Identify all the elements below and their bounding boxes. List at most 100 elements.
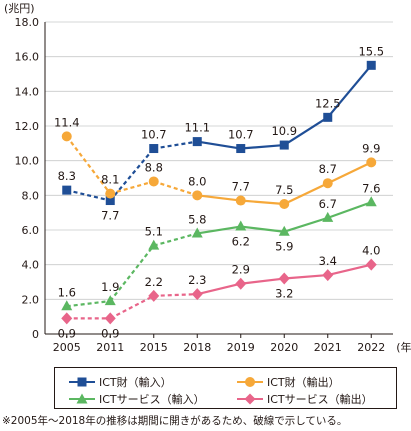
data-label: 5.9 (275, 240, 293, 254)
x-tick-label: 2019 (227, 341, 255, 354)
x-tick-label: 2021 (314, 341, 342, 354)
series-line-segment (326, 64, 373, 119)
data-label: 12.5 (315, 96, 341, 110)
y-tick-label: 18.0 (15, 16, 40, 29)
x-tick-label: 2005 (53, 341, 81, 354)
x-tick-label: 2022 (357, 341, 385, 354)
y-tick-label: 0 (32, 328, 39, 341)
data-point-diamond (322, 269, 334, 282)
data-point-diamond (235, 277, 247, 290)
series-line-segment (109, 244, 155, 302)
legend-label: ICT財（輸出） (267, 376, 340, 389)
data-label: 7.6 (362, 181, 380, 195)
data-label: 7.7 (232, 180, 250, 194)
x-tick-label: 2011 (96, 341, 124, 354)
data-point-circle (148, 176, 159, 187)
series-line-segment (240, 143, 285, 150)
series-line-segment (283, 182, 329, 205)
data-point-triangle (191, 227, 203, 238)
series-line-segment (240, 277, 285, 285)
legend-label: ICTサービス（輸入） (99, 393, 205, 406)
data-point-square (62, 185, 72, 195)
series-line-segment (109, 180, 155, 195)
line-chart: 0 2.0 4.0 6.0 8.0 10.0 12.0 14.0 16.0 18.0(兆円) 200… (4, 2, 411, 354)
data-point-triangle (235, 220, 247, 231)
legend: ICT財（輸入） ICT財（輸出） ICTサービス（輸入） ICTサービス（輸出… (54, 367, 397, 409)
legend-label: ICT財（輸入） (99, 376, 172, 389)
data-point-circle (279, 199, 290, 209)
series-line-segment (153, 180, 198, 197)
data-label: 7.5 (275, 183, 293, 197)
data-label: 0.9 (58, 326, 76, 340)
data-label: 2.3 (188, 273, 206, 287)
x-tick-label: 2018 (183, 341, 211, 354)
data-label: 5.8 (188, 212, 206, 226)
legend-swatch-diamond-icon (237, 393, 263, 405)
data-label: 2.2 (145, 275, 163, 289)
data-point-square (192, 137, 202, 147)
data-point-diamond (148, 289, 160, 302)
data-point-circle (322, 178, 333, 189)
y-tick-label: 10.0 (15, 155, 40, 168)
data-point-circle (192, 190, 203, 201)
footnote: ※2005年～2018年の推移は期間に開きがあるため、破線で示している。 (2, 415, 348, 427)
data-label: 1.9 (101, 280, 119, 294)
data-point-triangle (365, 196, 377, 207)
data-label: 6.7 (319, 197, 337, 211)
data-point-square (366, 60, 376, 70)
data-label: 3.4 (319, 254, 337, 268)
data-label: 4.0 (362, 244, 380, 258)
data-point-triangle (104, 295, 116, 306)
series-line-segment (240, 199, 285, 206)
data-point-square (236, 144, 246, 154)
data-point-circle (105, 188, 116, 199)
legend-item-ict-goods-import: ICT財（輸入） (69, 374, 172, 390)
series-line-segment (240, 225, 285, 233)
series-line-segment (153, 140, 198, 150)
y-tick-label: 2.0 (22, 293, 40, 306)
data-point-square (279, 140, 289, 150)
data-label: 8.8 (145, 160, 163, 174)
data-point-diamond (191, 288, 203, 301)
series-line-segment (196, 282, 242, 296)
data-label: 3.2 (275, 287, 293, 301)
data-label: 8.0 (188, 174, 206, 188)
x-tick-label: 2015 (140, 341, 168, 354)
y-tick-label: 14.0 (15, 85, 40, 98)
legend-item-ict-services-export: ICTサービス（輸出） (237, 391, 373, 407)
series-line-segment (66, 189, 111, 202)
data-label: 8.3 (58, 169, 76, 183)
x-axis-suffix: (年) (396, 340, 411, 354)
series-line-segment (327, 201, 372, 219)
data-point-triangle (322, 211, 334, 222)
series-line-segment (327, 161, 372, 185)
series-line-segment (109, 294, 155, 320)
legend-swatch-square-icon (69, 377, 95, 387)
series-line-segment (66, 299, 111, 308)
legend-item-ict-goods-export: ICT財（輸出） (237, 374, 340, 390)
data-label: 6.2 (232, 235, 250, 249)
series-line-segment (153, 293, 198, 297)
data-point-diamond (278, 272, 290, 285)
data-point-circle (235, 195, 246, 206)
series-line-segment (197, 140, 241, 150)
y-tick-label: 8.0 (22, 189, 40, 202)
y-tick-label: 12.0 (15, 120, 40, 133)
data-label: 11.4 (54, 115, 80, 129)
data-point-diamond (61, 312, 73, 325)
data-label: 5.1 (145, 225, 163, 239)
data-label: 11.1 (184, 121, 210, 135)
data-point-triangle (278, 225, 290, 236)
series-line-segment (283, 216, 329, 233)
data-label: 2.9 (232, 263, 250, 277)
data-point-triangle (61, 300, 73, 311)
series-line-segment (109, 147, 155, 202)
legend-swatch-triangle-icon (69, 393, 95, 404)
data-point-diamond (365, 258, 377, 271)
data-label: 10.7 (228, 128, 254, 142)
data-label: 10.7 (141, 128, 167, 142)
series-line-segment (283, 116, 329, 146)
y-tick-label: 16.0 (15, 51, 40, 64)
data-point-square (105, 196, 115, 206)
